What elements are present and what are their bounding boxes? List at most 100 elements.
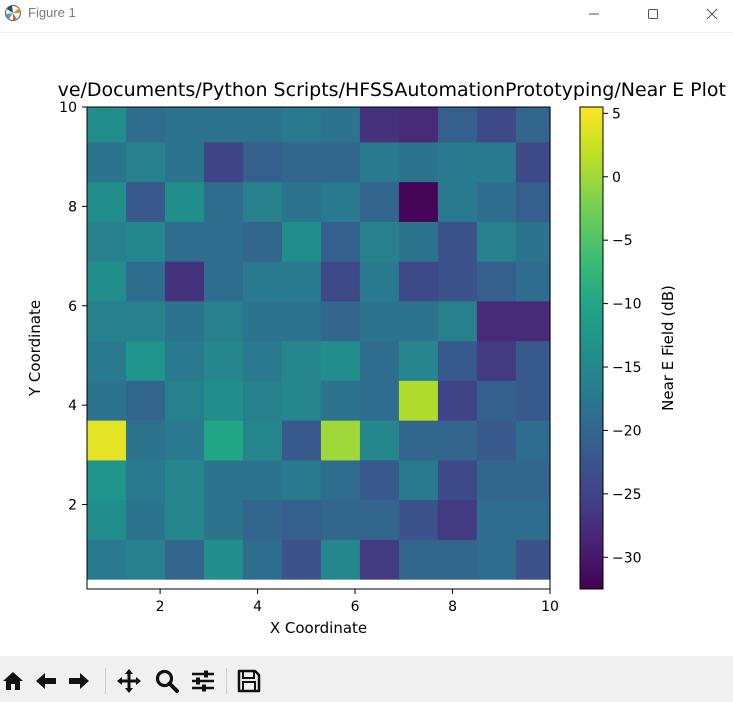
heatmap-cell xyxy=(515,300,551,342)
heatmap-cell xyxy=(476,420,517,461)
heatmap-cell xyxy=(242,221,283,262)
heatmap-cell xyxy=(203,181,244,222)
home-button[interactable] xyxy=(0,668,26,694)
heatmap-cell xyxy=(437,499,478,540)
heatmap-figure: ve/Documents/Python Scripts/HFSSAutomati… xyxy=(26,79,726,637)
forward-button[interactable] xyxy=(66,668,92,694)
minimize-button[interactable] xyxy=(571,0,617,28)
heatmap-cell xyxy=(87,459,127,501)
maximize-button[interactable] xyxy=(630,0,676,28)
heatmap-cell xyxy=(515,181,551,222)
heatmap-cell xyxy=(87,141,127,183)
heatmap-cell xyxy=(87,539,127,580)
heatmap-cell xyxy=(164,107,205,143)
heatmap-cell xyxy=(87,420,127,461)
matplotlib-app-icon xyxy=(4,4,22,22)
heatmap-cell xyxy=(164,300,205,342)
heatmap-cell xyxy=(320,499,361,540)
x-axis-label: X Coordinate xyxy=(270,619,367,637)
axes-frame xyxy=(86,106,551,590)
y-tick-label: 10 xyxy=(59,100,77,116)
heatmap-cell xyxy=(359,539,400,580)
toolbar-separator xyxy=(226,668,227,694)
heatmap-cell xyxy=(359,499,400,540)
save-button[interactable] xyxy=(236,668,262,694)
heatmap-cell xyxy=(87,499,127,540)
heatmap-cell xyxy=(437,300,478,342)
heatmap-cell xyxy=(281,261,322,302)
x-tick-label: 2 xyxy=(156,599,165,615)
heatmap-cell xyxy=(515,459,551,501)
colorbar-label: Near E Field (dB) xyxy=(659,285,677,411)
heatmap-cell xyxy=(87,300,127,342)
figure-canvas: ve/Documents/Python Scripts/HFSSAutomati… xyxy=(0,32,733,657)
colorbar-tick-label: 0 xyxy=(612,170,621,186)
heatmap-cell xyxy=(515,221,551,262)
heatmap-cell xyxy=(476,499,517,540)
y-tick-label: 4 xyxy=(68,398,77,414)
heatmap-cell xyxy=(476,221,517,262)
heatmap-cell xyxy=(398,420,439,461)
heatmap-cell xyxy=(125,340,166,381)
heatmap-cell xyxy=(242,107,283,143)
configure-subplots-button[interactable] xyxy=(190,668,216,694)
heatmap-cell xyxy=(437,459,478,501)
heatmap-cell xyxy=(437,107,478,143)
x-tick-label: 8 xyxy=(448,599,457,615)
close-button[interactable] xyxy=(689,0,733,28)
heatmap-cell xyxy=(281,459,322,501)
save-icon xyxy=(237,669,261,693)
heatmap-cell xyxy=(437,221,478,262)
zoom-button[interactable] xyxy=(154,668,180,694)
back-button[interactable] xyxy=(33,668,59,694)
heatmap-cell xyxy=(164,539,205,580)
heatmap-cell xyxy=(515,539,551,580)
heatmap-cells xyxy=(87,107,551,580)
heatmap-cell xyxy=(203,261,244,302)
heatmap-cell xyxy=(87,340,127,381)
heatmap-cell xyxy=(281,141,322,183)
heatmap-cell xyxy=(398,499,439,540)
pan-button[interactable] xyxy=(116,668,142,694)
heatmap-cell xyxy=(398,181,439,222)
heatmap-cell xyxy=(359,340,400,381)
heatmap-cell xyxy=(203,107,244,143)
heatmap-cell xyxy=(125,300,166,342)
heatmap-cell xyxy=(281,107,322,143)
heatmap-cell xyxy=(281,181,322,222)
heatmap-cell xyxy=(359,300,400,342)
heatmap-cell xyxy=(359,261,400,302)
heatmap-cell xyxy=(242,459,283,501)
back-icon xyxy=(36,673,56,689)
heatmap-cell xyxy=(87,181,127,222)
heatmap-cell xyxy=(476,459,517,501)
heatmap-cell xyxy=(242,420,283,461)
heatmap-cell xyxy=(437,380,478,421)
y-axis-ticks: 2 4 6 8 10 xyxy=(59,100,87,514)
heatmap-cell xyxy=(359,141,400,183)
heatmap-cell xyxy=(398,539,439,580)
heatmap-cell xyxy=(242,141,283,183)
heatmap-cell xyxy=(281,300,322,342)
toolbar-separator xyxy=(105,668,106,694)
y-tick-label: 6 xyxy=(68,299,77,315)
x-axis-ticks: 2 4 6 8 10 xyxy=(156,589,559,615)
heatmap-cell xyxy=(164,261,205,302)
heatmap-cell xyxy=(242,181,283,222)
heatmap-cell xyxy=(476,181,517,222)
colorbar-tick-label: −5 xyxy=(612,233,633,249)
y-tick-label: 8 xyxy=(68,199,77,215)
heatmap-cell xyxy=(320,459,361,501)
heatmap-cell xyxy=(320,107,361,143)
heatmap-cell xyxy=(476,380,517,421)
heatmap-cell xyxy=(125,221,166,262)
heatmap-cell xyxy=(515,107,551,143)
heatmap-cell xyxy=(476,300,517,342)
heatmap-cell xyxy=(320,221,361,262)
heatmap-cell xyxy=(125,141,166,183)
heatmap-cell xyxy=(359,107,400,143)
y-tick-label: 2 xyxy=(68,498,77,514)
colorbar-tick-label: −10 xyxy=(612,297,642,313)
heatmap-cell xyxy=(203,539,244,580)
heatmap-cell xyxy=(203,300,244,342)
